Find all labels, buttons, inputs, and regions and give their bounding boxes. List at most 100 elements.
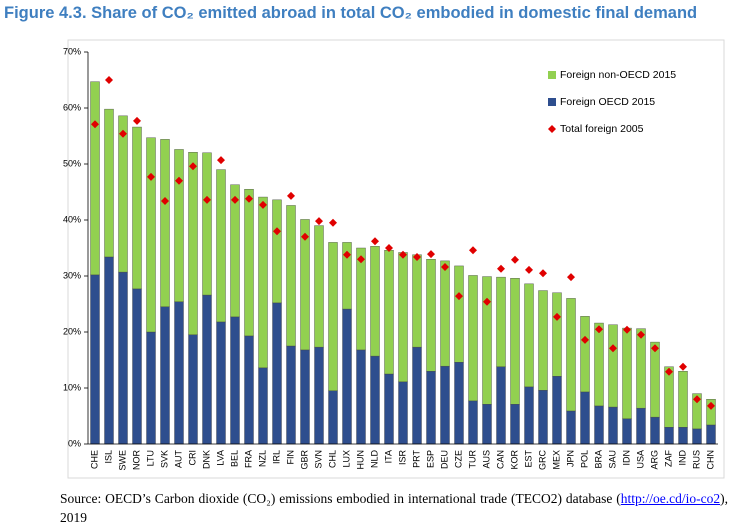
x-tick-label: GRC [537, 450, 547, 471]
bar-segment [552, 376, 562, 445]
marker [287, 191, 295, 200]
bar-segment [342, 308, 352, 445]
x-tick-label: RUS [691, 450, 701, 469]
bar-segment [426, 371, 436, 445]
x-tick-label: POL [579, 450, 589, 468]
bar-segment [496, 366, 506, 445]
bar-segment [90, 274, 100, 445]
bar-segment [328, 242, 338, 391]
bar-segment [566, 410, 576, 445]
bar-segment [608, 324, 618, 408]
marker [273, 227, 281, 236]
bar-segment [440, 260, 450, 367]
chart-frame [67, 39, 725, 479]
bar-segment [566, 298, 576, 412]
marker [679, 362, 687, 371]
marker [175, 176, 183, 185]
bar-segment [132, 126, 142, 290]
y-tick-label: 70% [63, 46, 81, 56]
marker [525, 265, 533, 274]
x-tick-label: LUX [341, 450, 351, 468]
x-tick-label: AUS [481, 450, 491, 469]
bar-segment [398, 381, 408, 445]
bar-segment [664, 427, 674, 445]
x-tick-label: GBR [299, 450, 309, 470]
bar-segment [258, 367, 268, 445]
source-link[interactable]: http://oe.cd/io-co2 [620, 491, 721, 506]
bar-segment [692, 393, 702, 430]
source-text: ), 2019 [60, 491, 728, 525]
marker [385, 244, 393, 252]
bar-segment [300, 349, 310, 445]
x-tick-label: HUN [355, 450, 365, 470]
bar-segment [412, 346, 422, 445]
marker [595, 325, 603, 334]
marker [413, 252, 421, 261]
bar-segment [370, 246, 380, 357]
marker [427, 250, 435, 259]
x-tick-label: MEX [551, 450, 561, 470]
bar-segment [356, 247, 366, 351]
marker [217, 156, 225, 165]
bar-segment [706, 399, 716, 426]
marker [301, 232, 309, 241]
marker [259, 200, 267, 209]
bar-segment [188, 334, 198, 445]
marker [371, 237, 379, 246]
marker [707, 401, 715, 410]
bar-segment [328, 390, 338, 445]
bar-segment [286, 345, 296, 445]
y-tick-label: 30% [63, 270, 81, 280]
bar-segment [510, 404, 520, 445]
bar-segment [482, 404, 492, 445]
x-tick-label: USA [635, 450, 645, 469]
chart-title: Figure 4.3. Share of CO₂ emitted abroad … [4, 4, 698, 22]
bar-segment [664, 366, 674, 428]
y-tick-label: 20% [63, 326, 81, 336]
bar-segment [356, 349, 366, 445]
y-tick-label: 10% [63, 382, 81, 392]
bar-segment [622, 418, 632, 445]
bar-segment [398, 252, 408, 383]
x-tick-label: KOR [509, 450, 519, 470]
x-tick-label: CRI [187, 450, 197, 466]
bar-segment [678, 371, 688, 428]
marker [329, 218, 337, 227]
y-tick-label: 60% [63, 102, 81, 112]
x-tick-label: DEU [439, 450, 449, 469]
bar-segment [636, 407, 646, 445]
x-tick-label: ISR [397, 450, 407, 466]
bar-segment [300, 219, 310, 351]
bar-segment [622, 327, 632, 419]
x-tick-label: CAN [495, 450, 505, 469]
x-tick-label: IRL [271, 450, 281, 464]
bar-segment [384, 250, 394, 375]
bar-segment [118, 271, 128, 445]
marker [455, 292, 463, 301]
bar-segment [580, 316, 590, 393]
bar-segment [216, 169, 226, 323]
x-tick-label: LVA [215, 450, 225, 466]
bar-segment [230, 184, 240, 318]
x-tick-label: LTU [145, 450, 155, 466]
bar-segment [454, 265, 464, 363]
x-tick-label: FIN [285, 450, 295, 465]
bar-segment [706, 424, 716, 445]
bar-segment [342, 242, 352, 310]
marker [315, 217, 323, 226]
bar-segment [454, 362, 464, 445]
marker [133, 116, 141, 125]
bar-segment [244, 335, 254, 445]
bar-segment [468, 400, 478, 445]
x-tick-label: CHN [705, 450, 715, 470]
y-tick-label: 50% [63, 158, 81, 168]
legend-swatch [548, 98, 556, 106]
bar-segment [314, 225, 324, 348]
marker [105, 76, 113, 84]
x-tick-label: IND [677, 450, 687, 466]
bar-segment [272, 302, 282, 445]
x-tick-label: NZL [257, 450, 267, 467]
marker [189, 162, 197, 171]
bar-segment [426, 259, 436, 372]
